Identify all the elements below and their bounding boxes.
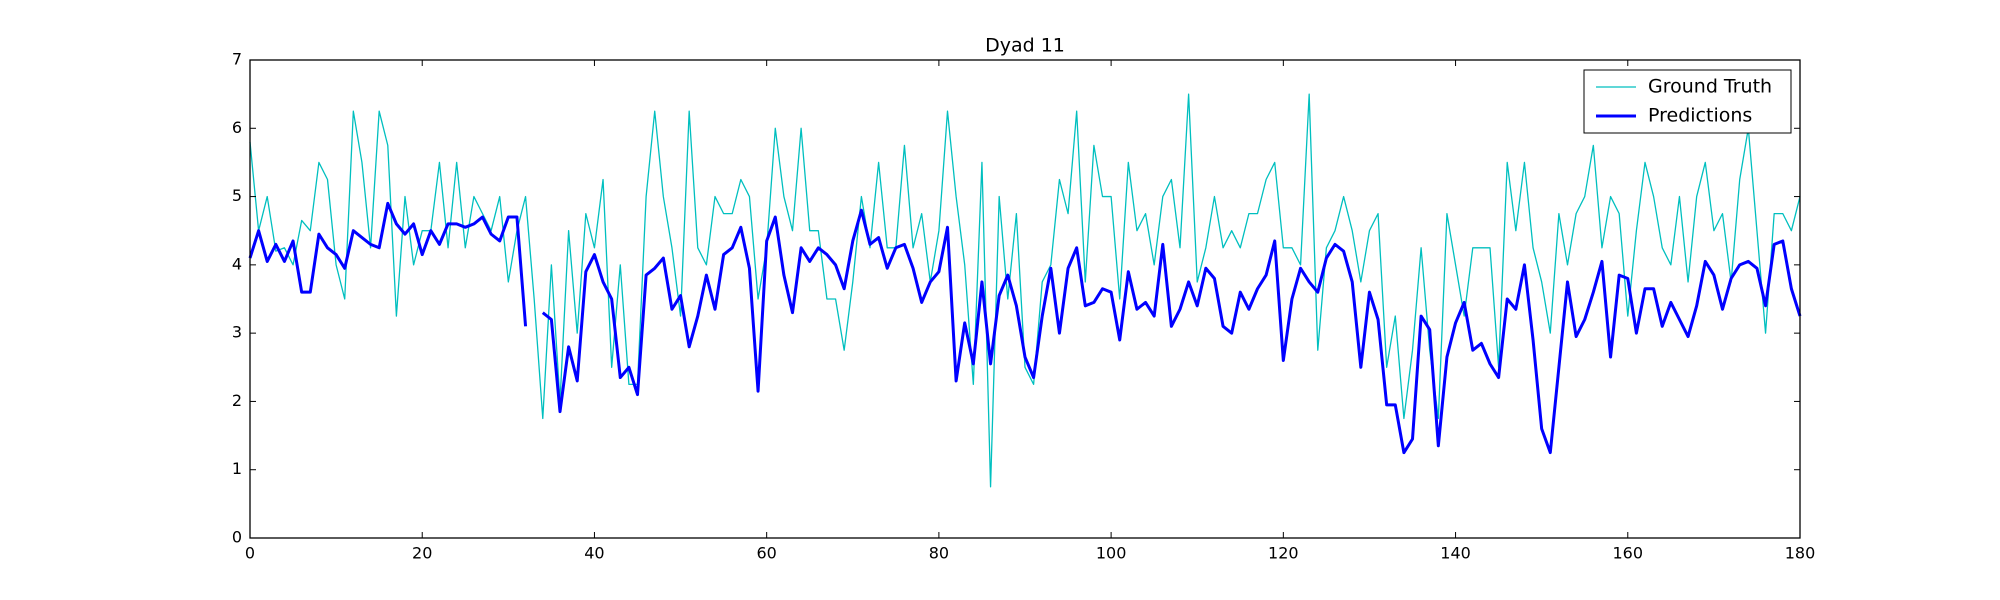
x-tick-label: 180 (1785, 544, 1816, 563)
y-tick-label: 2 (232, 391, 242, 410)
y-tick-label: 3 (232, 323, 242, 342)
x-tick-label: 160 (1613, 544, 1644, 563)
x-tick-label: 80 (929, 544, 949, 563)
x-tick-label: 100 (1096, 544, 1127, 563)
x-tick-label: 140 (1440, 544, 1471, 563)
legend: Ground Truth Predictions (1583, 69, 1792, 134)
legend-label: Ground Truth (1648, 76, 1772, 98)
y-tick-label: 4 (232, 254, 242, 273)
series-line (249, 93, 1801, 488)
y-tick-label: 6 (232, 118, 242, 137)
x-tick-label: 20 (412, 544, 432, 563)
legend-box (1583, 69, 1792, 134)
y-tick-label: 0 (232, 528, 242, 547)
x-tick-label: 40 (584, 544, 604, 563)
x-tick-label: 60 (756, 544, 776, 563)
y-tick-label: 1 (232, 459, 242, 478)
y-tick-label: 5 (232, 186, 242, 205)
x-tick-label: 0 (245, 544, 255, 563)
x-tick-label: 120 (1268, 544, 1299, 563)
series-line (248, 201, 1802, 455)
plot-frame (249, 59, 1801, 539)
legend-label: Predictions (1648, 105, 1752, 127)
y-tick-label: 7 (232, 50, 242, 69)
chart-title: Dyad 11 (985, 35, 1065, 57)
